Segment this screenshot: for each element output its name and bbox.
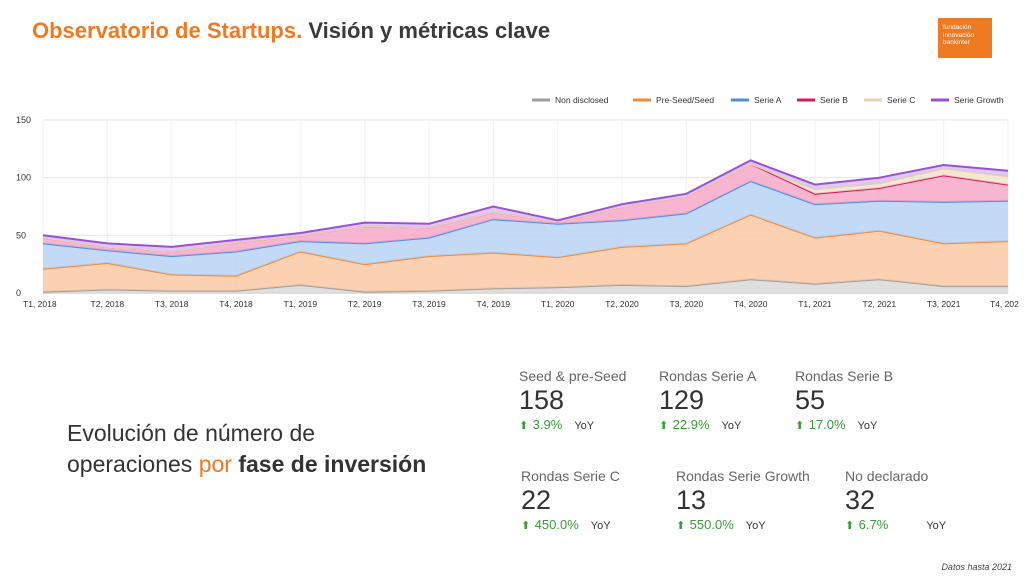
kpi-value: 55 xyxy=(795,385,826,415)
kpi-change: 550.0% xyxy=(689,517,734,532)
x-tick-label: T2, 2021 xyxy=(863,299,897,309)
kpi-label: Rondas Serie C xyxy=(521,468,620,484)
page-title: Observatorio de Startups. Visión y métri… xyxy=(32,18,550,44)
area-non-disclosed xyxy=(43,279,1008,293)
kpi-yoy: YoY xyxy=(590,520,611,532)
x-tick-label: T4, 2019 xyxy=(477,299,511,309)
kpi-label: Rondas Serie Growth xyxy=(676,468,810,484)
arrow-up-icon: ⬆ xyxy=(845,520,855,532)
section-subtitle: Evolución de número de operaciones por f… xyxy=(67,418,426,480)
kpi-change: 22.9% xyxy=(672,417,710,432)
x-tick-label: T3, 2021 xyxy=(927,299,961,309)
arrow-up-icon: ⬆ xyxy=(521,520,531,532)
kpi-yoy: YoY xyxy=(574,420,595,432)
legend-label: Serie C xyxy=(887,95,915,105)
logo-line-3: bankinter xyxy=(943,39,970,46)
kpi-serie-c: Rondas Serie C 22 ⬆ 450.0% YoY xyxy=(521,468,620,534)
area-serie-a xyxy=(43,181,1008,276)
legend-label: Serie A xyxy=(754,95,782,105)
x-tick-label: T1, 2020 xyxy=(541,299,575,309)
title-rest: Visión y métricas clave xyxy=(308,18,551,43)
x-tick-label: T3, 2020 xyxy=(670,299,704,309)
legend-label: Serie B xyxy=(820,95,848,105)
kpi-no-declarado: No declarado 32 ⬆ 6.7% YoY xyxy=(845,468,946,534)
line-serie-growth xyxy=(42,159,1009,248)
line-non-disclosed xyxy=(42,278,1008,293)
x-tick-label: T4, 2020 xyxy=(734,299,768,309)
kpi-yoy: YoY xyxy=(857,420,878,432)
logo-line-2: innovación xyxy=(943,31,975,39)
kpi-change: 17.0% xyxy=(808,417,846,432)
kpi-value: 22 xyxy=(521,485,552,515)
x-tick-label: T4, 2018 xyxy=(219,299,253,309)
x-tick-label: T2, 2020 xyxy=(605,299,639,309)
arrow-up-icon: ⬆ xyxy=(676,520,686,532)
kpi-label: Seed & pre-Seed xyxy=(519,368,627,384)
subtitle-line-1: Evolución de número de xyxy=(67,420,316,446)
x-tick-label: T4, 202 xyxy=(990,299,1019,309)
kpi-value: 158 xyxy=(519,385,565,415)
kpi-label: Rondas Serie A xyxy=(659,368,757,384)
subtitle-accent: por xyxy=(198,451,232,477)
kpi-value: 32 xyxy=(845,485,876,515)
kpi-seed: Seed & pre-Seed 158 ⬆ 3.9% YoY xyxy=(519,368,626,434)
x-tick-label: T2, 2018 xyxy=(91,299,125,309)
kpi-serie-b: Rondas Serie B 55 ⬆ 17.0% YoY xyxy=(795,368,893,434)
arrow-up-icon: ⬆ xyxy=(519,420,529,432)
footnote: Datos hasta 2021 xyxy=(941,562,1012,572)
x-tick-label: T3, 2018 xyxy=(155,299,189,309)
kpi-change: 450.0% xyxy=(534,517,579,532)
bankinter-logo: fundación innovación bankinter xyxy=(938,18,992,58)
arrow-up-icon: ⬆ xyxy=(659,420,669,432)
x-tick-label: T1, 2019 xyxy=(284,299,318,309)
kpi-serie-growth: Rondas Serie Growth 13 ⬆ 550.0% YoY xyxy=(676,468,810,534)
arrow-up-icon: ⬆ xyxy=(795,420,805,432)
area-pre-seed-seed xyxy=(43,214,1008,292)
y-tick-label: 0 xyxy=(16,288,21,298)
x-tick-label: T3, 2019 xyxy=(412,299,446,309)
x-tick-label: T1, 2021 xyxy=(798,299,832,309)
stacked-area-chart: 0 50 100 150 T1, 2018 T2, 2018 T3, 2018 T4, 201… xyxy=(16,95,1019,309)
logo-line-1: fundación xyxy=(943,24,972,31)
y-tick-label: 50 xyxy=(16,230,26,240)
legend-label: Non disclosed xyxy=(555,95,609,105)
x-tick-label: T2, 2019 xyxy=(348,299,382,309)
kpi-value: 129 xyxy=(659,385,705,415)
kpi-yoy: YoY xyxy=(926,520,947,532)
kpi-yoy: YoY xyxy=(721,420,742,432)
kpi-serie-a: Rondas Serie A 129 ⬆ 22.9% YoY xyxy=(659,368,756,434)
kpi-value: 13 xyxy=(676,485,707,515)
legend-label: Pre-Seed/Seed xyxy=(656,95,714,105)
kpi-label: No declarado xyxy=(845,468,929,484)
subtitle-pre: operaciones xyxy=(67,451,193,477)
kpi-label: Rondas Serie B xyxy=(795,368,894,384)
subtitle-bold: fase de inversión xyxy=(238,451,427,477)
kpi-yoy: YoY xyxy=(745,520,766,532)
y-tick-label: 100 xyxy=(16,173,31,183)
x-tick-label: T1, 2018 xyxy=(23,299,57,309)
y-tick-label: 150 xyxy=(16,115,31,125)
legend-label: Serie Growth xyxy=(954,95,1004,105)
kpi-change: 3.9% xyxy=(532,417,563,432)
kpi-change: 6.7% xyxy=(858,517,889,532)
title-accent: Observatorio de Startups. xyxy=(32,18,303,43)
subtitle-line-2: operaciones por fase de inversión xyxy=(67,449,426,480)
